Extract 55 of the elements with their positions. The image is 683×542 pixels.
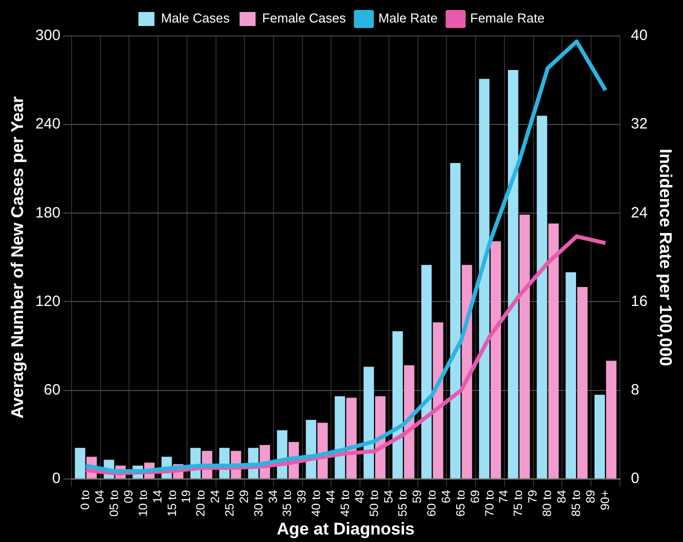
bar — [606, 360, 616, 478]
bar — [490, 241, 501, 478]
bar — [364, 366, 374, 478]
bar — [577, 286, 588, 478]
y-axis-title: Average Number of New Cases per Year — [8, 96, 27, 419]
x-tick-label: 45 to 49 — [338, 490, 366, 517]
bar — [404, 365, 414, 478]
bar — [566, 272, 576, 478]
y-tick-label: 180 — [35, 204, 60, 222]
x-tick-label: 0 to 04 — [78, 490, 107, 510]
bar — [334, 396, 346, 478]
x-tick-label: 20 to 24 — [194, 490, 222, 517]
bar — [594, 394, 605, 478]
x-tick-label: 60 to 64 — [424, 490, 453, 517]
x-tick-label: 55 to 59 — [396, 490, 424, 517]
x-tick-label: 40 to 44 — [309, 490, 338, 517]
y2-tick-label: 16 — [630, 292, 648, 310]
y2-axis-title: Incidence Rate per 100,000 — [656, 148, 676, 366]
y-tick-label: 120 — [35, 292, 60, 310]
x-tick-label: 80 to 84 — [540, 490, 568, 517]
legend-label: Female Rate — [470, 10, 545, 26]
x-axis-title: Age at Diagnosis — [276, 519, 415, 538]
y-tick-label: 60 — [44, 381, 60, 398]
y2-tick-label: 0 — [630, 470, 640, 488]
bar — [548, 224, 559, 478]
bar — [392, 331, 403, 478]
y-tick-label: 300 — [35, 27, 60, 44]
bar — [508, 70, 518, 478]
x-tick-label: 85 to 89 — [568, 490, 598, 517]
bar — [421, 264, 432, 478]
bar — [74, 448, 86, 478]
x-tick-label: 05 to 09 — [107, 490, 136, 517]
x-tick-label: 65 to 69 — [453, 490, 482, 517]
y2-tick-label: 8 — [630, 381, 640, 398]
x-tick-label: 35 to 39 — [280, 490, 309, 517]
x-tick-label: 50 to 54 — [366, 490, 396, 517]
x-tick-label: 10 to 14 — [136, 490, 164, 517]
y-tick-label: 240 — [35, 116, 60, 133]
x-tick-label: 70 to 74 — [482, 490, 511, 517]
x-tick-label: 90+ — [598, 490, 612, 510]
bar — [479, 78, 490, 478]
y2-tick-label: 40 — [630, 27, 648, 44]
x-tick-label: 75 to 79 — [511, 490, 540, 517]
y2-tick-label: 32 — [630, 116, 648, 133]
x-tick-label: 30 to 34 — [251, 490, 280, 517]
bar — [450, 162, 461, 478]
bar — [536, 116, 548, 478]
legend-label: Male Cases — [160, 10, 230, 26]
bar — [519, 214, 530, 478]
y-tick-label: 0 — [52, 470, 60, 488]
x-tick-label: 15 to 19 — [164, 490, 194, 517]
legend-label: Female Cases — [262, 10, 346, 26]
y2-tick-label: 24 — [630, 204, 648, 222]
x-tick-label: 25 to 29 — [222, 490, 251, 517]
legend-label: Male Rate — [378, 10, 438, 26]
